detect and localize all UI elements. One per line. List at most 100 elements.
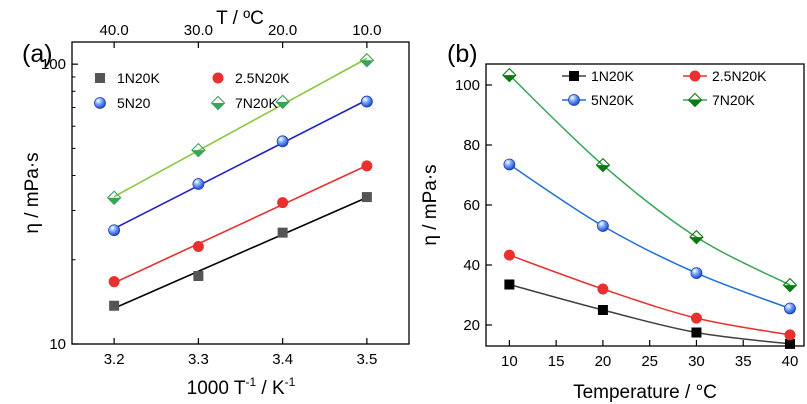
panel-b-legend-entry: 5N20K [562,92,634,108]
panel-a-legend-entry: 5N20 [94,95,151,111]
panel-a-data-point [361,192,372,203]
panel-b-data-point [784,329,796,341]
panel-a-data-point [359,52,375,68]
panel-a-y-ticks: 10 100 [41,56,78,353]
panel-a-data-point-lower [276,101,290,109]
panel-b-x-tick-label: 15 [548,353,565,370]
panel-b-legend-entry: 7N20K [683,92,755,108]
panel-a-data-point-outline [191,142,206,158]
panel-a-y-axis-title: η / mPa·s [22,152,43,233]
panel-a-legend-marker-lower [211,103,225,110]
panel-b-label: (b) [447,40,478,68]
panel-a-series-7N20K [106,52,375,206]
panel-b-x-tick-label: 20 [595,353,612,370]
panel-b-data-point [504,279,515,290]
panel-b-data-point-outline [502,67,517,83]
panel-b-data-point [784,302,796,315]
panel-a-top-tick-label: 20.0 [268,22,297,39]
panel-a-label: (a) [22,40,53,68]
panel-a-data-point-lower [191,150,205,157]
panel-a-data-point [276,135,289,148]
panel-a-legend-label: 1N20K [117,70,160,86]
panel-a-data-point [277,197,289,209]
panel-a-data-point [193,270,204,281]
panel-b-legend-marker-outline [687,92,703,108]
panel-a-x-tick-label: 3.5 [356,351,377,368]
panel-b-legend: 1N20K 2.5N20K 5N20K 7N20K [562,68,767,108]
panel-a-fit-line [113,164,368,284]
panel-a-x-axis-title-main: 1000 T [187,378,246,399]
panel-b-data-point-lower [502,75,516,82]
panel-b-series-1N20K [504,279,795,349]
panel-a-data-point [277,227,288,238]
panel-a-x-axis-title: 1000 T-1 / K-1 [187,375,296,399]
panel-b-data-point [597,220,609,232]
panel-a-fit-line [113,99,368,230]
panel-b-x-tick-label: 10 [501,353,518,370]
panel-b-y-tick-label: 80 [463,137,480,154]
panel-a-data-point-lower [107,197,121,205]
panel-b-y-axis-title: η / mPa·s [420,164,441,245]
panel-a-x-ticks: 3.2 3.3 3.4 3.5 [104,338,377,368]
panel-a-x-axis-title-sup: -1 [245,375,256,389]
panel-a-data-point [361,160,373,172]
panel-b-series-line [509,254,791,336]
panel-b-legend-marker [569,71,579,81]
panel-b-legend-label: 1N20K [591,68,634,84]
panel-a-top-tick-label: 10.0 [352,22,381,39]
panel-a-data-point [192,178,205,190]
panel-a-series-5N20 [108,95,373,237]
panel-a-data-point-outline [106,190,122,206]
panel-b-data-point [690,267,703,280]
panel-a-legend-entry: 7N20K [210,95,278,111]
panel-a-legend-entry: 2.5N20K [212,70,290,86]
panel-a-y-tick-label: 10 [49,336,66,353]
panel-a-plot-frame [71,41,410,345]
panel-b-x-tick-label: 30 [688,353,705,370]
panel-a-data-point [108,224,121,237]
panel-a-top-ticks: 40.0 30.0 20.0 10.0 [100,22,381,48]
panel-b-data-point [689,229,704,245]
panel-a-fit-line [113,196,368,309]
panel-b-data-point [595,157,611,173]
panel-b-y-tick-label: 100 [455,77,480,94]
panel-b-data-point-outline [595,157,611,173]
panel-a-x-tick-label: 3.3 [188,351,209,368]
panel-b-data-point [597,283,609,295]
panel-b-series-line [508,74,791,286]
panel-b-data-point [597,305,608,315]
panel-a-data-point [108,276,120,288]
panel-a-top-tick-label: 40.0 [100,22,129,39]
panel-a-data-point-outline [359,52,375,68]
panel-b-data-point-lower [596,165,610,172]
panel-a-data-point [192,241,204,253]
panel-b-y-tick-label: 20 [463,317,480,334]
panel-a-legend-marker [94,97,106,109]
panel-a-x-axis-title-unit-sup: -1 [285,375,296,389]
panel-b-x-tick-label: 35 [735,353,752,370]
panel-b-x-axis-title: Temperature / °C [573,382,717,403]
panel-a-data-point [191,142,206,158]
panel-b-series-2.5N20K [503,249,796,341]
panel-b-data-point [503,249,515,261]
panel-a-legend-marker-outline [210,95,226,111]
panel-a-series [106,52,375,311]
panel-a-data-point [275,94,290,110]
panel-b-legend-marker-lower [688,100,702,107]
panel-b-x-tick-label: 25 [641,353,658,370]
panel-b-legend-marker [687,92,703,108]
panel-b-y-tick-label: 40 [463,257,480,274]
panel-a-data-point [109,300,120,311]
panel-b: (b) 10 15 20 25 30 35 40 20 40 60 80 100 1N20K 2.5N… [420,40,805,403]
panel-a-data-point-outline [275,94,290,110]
panel-b-legend-label: 5N20K [591,92,634,108]
panel-a-legend-marker [212,72,224,84]
panel-a-legend-marker [210,95,226,111]
panel-a-series-1N20K [109,192,372,311]
panel-b-series-5N20K [503,158,796,315]
panel-b-legend-label: 2.5N20K [712,68,767,84]
panel-b-data-point-outline [689,229,704,245]
panel-b-legend-marker [568,94,580,106]
